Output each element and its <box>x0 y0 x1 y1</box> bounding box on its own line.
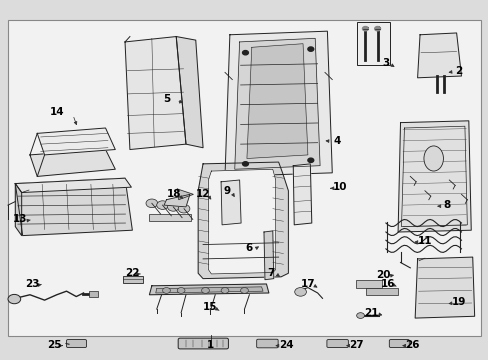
Polygon shape <box>15 184 21 235</box>
Text: 4: 4 <box>333 136 340 145</box>
Polygon shape <box>198 162 288 279</box>
Polygon shape <box>224 31 331 176</box>
Polygon shape <box>149 284 268 295</box>
Text: 8: 8 <box>442 200 449 210</box>
Circle shape <box>362 27 367 31</box>
Circle shape <box>242 50 248 55</box>
FancyBboxPatch shape <box>178 338 228 349</box>
Circle shape <box>356 313 364 319</box>
Polygon shape <box>156 287 263 293</box>
Polygon shape <box>221 180 241 225</box>
Text: 20: 20 <box>375 270 390 280</box>
Circle shape <box>242 162 248 166</box>
Polygon shape <box>397 121 470 232</box>
Circle shape <box>307 47 313 51</box>
Bar <box>8 21 480 336</box>
Text: 13: 13 <box>13 215 27 224</box>
Text: 22: 22 <box>125 268 139 278</box>
Text: 16: 16 <box>380 279 395 289</box>
Text: 15: 15 <box>203 302 217 312</box>
Text: 9: 9 <box>224 186 230 196</box>
Polygon shape <box>37 128 115 155</box>
Polygon shape <box>15 178 131 193</box>
Bar <box>149 214 190 221</box>
Circle shape <box>240 288 248 293</box>
Polygon shape <box>414 257 474 318</box>
Text: 11: 11 <box>417 236 431 246</box>
Circle shape <box>8 294 20 304</box>
Text: 27: 27 <box>348 340 363 350</box>
Circle shape <box>374 27 380 31</box>
Circle shape <box>177 288 184 293</box>
Polygon shape <box>293 164 311 225</box>
Circle shape <box>157 201 168 210</box>
Text: 12: 12 <box>195 189 210 199</box>
Text: 14: 14 <box>49 107 64 117</box>
Polygon shape <box>246 44 307 158</box>
Text: 2: 2 <box>454 66 462 76</box>
Text: 25: 25 <box>47 340 61 350</box>
Bar <box>89 291 98 297</box>
Text: 3: 3 <box>382 58 389 68</box>
Circle shape <box>146 199 158 208</box>
Circle shape <box>201 288 209 293</box>
Polygon shape <box>264 231 273 280</box>
Polygon shape <box>30 149 115 176</box>
Polygon shape <box>208 169 275 274</box>
Text: 26: 26 <box>405 340 419 350</box>
Text: 18: 18 <box>166 189 181 199</box>
Circle shape <box>221 288 228 293</box>
Polygon shape <box>125 37 185 149</box>
Circle shape <box>294 288 306 296</box>
Polygon shape <box>15 178 132 235</box>
Bar <box>366 288 397 296</box>
Text: 24: 24 <box>278 340 293 350</box>
Text: 19: 19 <box>451 297 465 307</box>
FancyBboxPatch shape <box>256 339 278 348</box>
Circle shape <box>307 158 313 162</box>
Bar <box>356 22 389 65</box>
FancyBboxPatch shape <box>66 339 86 347</box>
Polygon shape <box>176 37 203 148</box>
Text: 17: 17 <box>300 279 315 289</box>
Bar <box>122 276 143 283</box>
Text: 7: 7 <box>267 268 274 278</box>
FancyBboxPatch shape <box>326 339 347 347</box>
Polygon shape <box>177 189 193 200</box>
Circle shape <box>167 203 179 211</box>
Circle shape <box>162 288 170 293</box>
Text: 21: 21 <box>363 308 378 318</box>
Bar <box>355 280 382 288</box>
Ellipse shape <box>423 146 443 171</box>
FancyBboxPatch shape <box>388 339 408 347</box>
Polygon shape <box>417 33 461 78</box>
Text: 10: 10 <box>332 182 346 192</box>
Text: 5: 5 <box>163 94 170 104</box>
Circle shape <box>178 204 189 213</box>
Polygon shape <box>163 194 189 207</box>
Polygon shape <box>234 39 320 169</box>
Text: 23: 23 <box>25 279 40 289</box>
Text: 6: 6 <box>245 243 252 253</box>
Text: 1: 1 <box>206 340 214 350</box>
